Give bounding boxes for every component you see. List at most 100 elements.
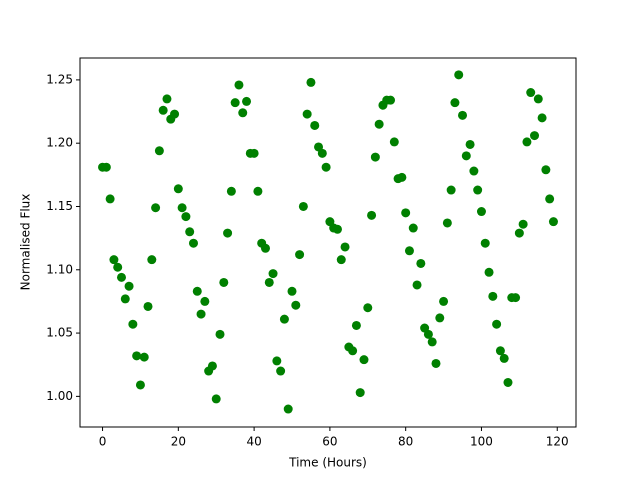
data-point	[340, 242, 350, 252]
y-tick-label: 1.25	[46, 72, 73, 86]
data-point	[162, 94, 172, 104]
y-tick-label: 1.15	[46, 199, 73, 213]
data-point	[188, 238, 198, 248]
data-point	[215, 329, 225, 339]
x-tick-label: 40	[246, 435, 261, 449]
y-tick-label: 1.10	[46, 262, 73, 276]
data-point	[492, 319, 502, 329]
x-tick-label: 60	[322, 435, 337, 449]
data-point	[321, 162, 331, 172]
data-point	[291, 300, 301, 310]
data-point	[242, 96, 252, 106]
data-point	[416, 258, 426, 268]
data-point	[548, 217, 558, 227]
data-point	[545, 194, 555, 204]
data-point	[302, 109, 312, 119]
plot-frame	[79, 57, 577, 428]
data-point	[211, 394, 221, 404]
data-point	[317, 148, 327, 158]
data-point	[264, 277, 274, 287]
x-tick-label: 20	[171, 435, 186, 449]
data-point	[446, 185, 456, 195]
y-axis-label: Normalised Flux	[19, 194, 33, 291]
data-point	[408, 223, 418, 233]
x-tick-label: 80	[398, 435, 413, 449]
data-point	[200, 296, 210, 306]
data-point	[135, 380, 145, 390]
data-point	[170, 109, 180, 119]
data-point	[272, 356, 282, 366]
data-point	[124, 281, 134, 291]
data-point	[120, 294, 130, 304]
data-point	[541, 165, 551, 175]
x-tick-label: 100	[470, 435, 493, 449]
data-point	[147, 255, 157, 265]
data-point	[185, 227, 195, 237]
data-point	[287, 286, 297, 296]
data-point	[143, 301, 153, 311]
data-point	[473, 185, 483, 195]
data-point	[276, 366, 286, 376]
data-point	[503, 377, 513, 387]
data-point	[226, 186, 236, 196]
data-point	[348, 346, 358, 356]
data-point	[461, 151, 471, 161]
data-point	[101, 162, 111, 172]
data-point	[374, 119, 384, 129]
data-point	[181, 212, 191, 222]
data-point	[279, 314, 289, 324]
data-point	[295, 250, 305, 260]
data-point	[196, 309, 206, 319]
data-point	[458, 110, 468, 120]
data-point	[476, 207, 486, 217]
data-point	[401, 208, 411, 218]
data-point	[219, 277, 229, 287]
data-point	[234, 80, 244, 90]
data-point	[332, 224, 342, 234]
data-point	[386, 95, 396, 105]
data-point	[431, 358, 441, 368]
data-point	[488, 291, 498, 301]
data-point	[495, 346, 505, 356]
data-point	[116, 272, 126, 282]
data-point	[397, 172, 407, 182]
data-point	[207, 361, 217, 371]
data-point	[363, 303, 373, 313]
x-tick-label: 120	[546, 435, 569, 449]
data-point	[253, 186, 263, 196]
x-tick-label: 0	[99, 435, 107, 449]
data-point	[109, 255, 119, 265]
data-point	[128, 319, 138, 329]
data-point	[359, 355, 369, 365]
data-point	[423, 329, 433, 339]
data-point	[306, 77, 316, 87]
data-point	[389, 137, 399, 147]
data-point	[336, 255, 346, 265]
data-point	[298, 201, 308, 211]
data-point	[533, 94, 543, 104]
data-point	[484, 267, 494, 277]
data-point	[192, 286, 202, 296]
data-point	[351, 320, 361, 330]
data-point	[238, 108, 248, 118]
data-point	[249, 148, 259, 158]
data-point	[173, 184, 183, 194]
data-point	[530, 131, 540, 141]
data-point	[177, 203, 187, 213]
data-point	[480, 238, 490, 248]
data-point	[151, 203, 161, 213]
data-point	[526, 88, 536, 98]
data-point	[439, 296, 449, 306]
data-point	[260, 243, 270, 253]
y-tick-label: 1.00	[46, 389, 73, 403]
x-axis-label: Time (Hours)	[288, 456, 367, 470]
data-point	[310, 120, 320, 130]
data-point	[435, 313, 445, 323]
data-point	[518, 219, 528, 229]
data-point	[230, 98, 240, 108]
data-point	[283, 404, 293, 414]
data-point	[427, 337, 437, 347]
data-point	[522, 137, 532, 147]
data-point	[537, 113, 547, 123]
